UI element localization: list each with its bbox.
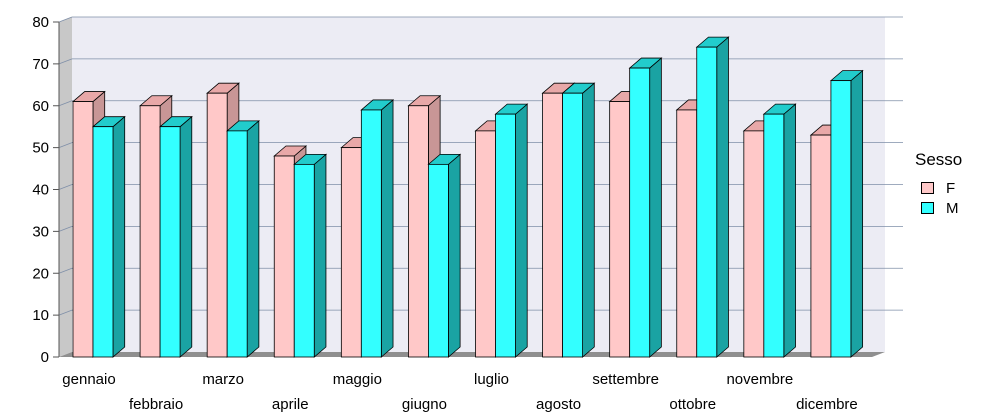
bar-m-marzo bbox=[226, 120, 260, 358]
legend-swatch-f bbox=[921, 182, 934, 194]
bar-m-febbraio bbox=[158, 115, 193, 358]
gridline-depth bbox=[58, 16, 73, 23]
gridline-depth bbox=[58, 100, 73, 107]
y-tick-label: 70 bbox=[32, 56, 49, 73]
y-tick-label: 20 bbox=[32, 265, 49, 282]
bar-front bbox=[676, 109, 698, 358]
bar-side bbox=[783, 103, 796, 358]
legend-item-f: F bbox=[915, 178, 985, 198]
y-tick-label: 40 bbox=[32, 182, 49, 199]
x-axis: gennaio febbraio marzo aprile maggio giugno lu… bbox=[62, 371, 857, 412]
legend-item-m: M bbox=[915, 198, 985, 218]
bar-front bbox=[428, 163, 449, 358]
bar-front bbox=[810, 134, 832, 358]
gridline-depth bbox=[58, 184, 73, 190]
bar-front bbox=[629, 67, 651, 358]
x-tick-label: ottobre bbox=[669, 396, 716, 412]
x-tick-label: luglio bbox=[474, 371, 509, 388]
x-tick-label: febbraio bbox=[129, 396, 183, 412]
bar-front bbox=[763, 113, 785, 358]
legend: Sesso F M bbox=[915, 150, 985, 218]
bar-m-giugno bbox=[427, 153, 462, 358]
legend-swatch-m bbox=[921, 202, 934, 214]
y-tick-label: 0 bbox=[41, 349, 49, 366]
x-tick-label: settembre bbox=[592, 371, 659, 388]
y-tick-label: 60 bbox=[32, 98, 49, 115]
bar-m-dicembre bbox=[829, 69, 864, 358]
bar-front bbox=[340, 147, 362, 358]
y-axis: 0 10 20 30 40 50 60 70 80 bbox=[32, 14, 60, 366]
gridline-depth bbox=[58, 58, 73, 65]
bar-front bbox=[743, 130, 765, 358]
bar-m-gennaio bbox=[91, 115, 126, 358]
bar-front bbox=[696, 46, 718, 358]
bar-front bbox=[609, 101, 631, 358]
legend-label-m: M bbox=[946, 199, 959, 217]
bar-front bbox=[360, 109, 382, 358]
x-tick-label: dicembre bbox=[796, 396, 858, 412]
y-tick-label: 30 bbox=[32, 223, 49, 240]
x-tick-label: maggio bbox=[333, 371, 382, 388]
bar-front bbox=[562, 92, 583, 358]
bar-side bbox=[179, 115, 193, 358]
bar-front bbox=[92, 126, 114, 358]
bar-side bbox=[380, 99, 394, 358]
bar-front bbox=[273, 155, 295, 358]
bar-front bbox=[139, 105, 161, 358]
bar-front bbox=[293, 163, 315, 358]
x-tick-label: gennaio bbox=[62, 371, 115, 388]
bar-front bbox=[159, 126, 181, 358]
bar-side bbox=[649, 57, 662, 358]
bar-side bbox=[112, 115, 126, 358]
bar-front bbox=[226, 130, 248, 358]
bar-front bbox=[72, 101, 94, 358]
x-tick-label: novembre bbox=[726, 371, 793, 388]
bar-m-luglio bbox=[494, 103, 529, 358]
gridline-depth bbox=[58, 267, 73, 274]
legend-label-f: F bbox=[946, 179, 956, 197]
bar-front bbox=[495, 113, 516, 358]
bar-side bbox=[246, 120, 260, 358]
bar-front bbox=[542, 92, 563, 358]
bar-m-novembre bbox=[762, 103, 797, 358]
bar-front bbox=[830, 80, 852, 358]
bar-side bbox=[716, 36, 729, 358]
bar-m-maggio bbox=[360, 99, 395, 358]
legend-title: Sesso bbox=[915, 150, 963, 169]
bar-side bbox=[582, 82, 595, 358]
gridline-depth bbox=[58, 226, 73, 232]
gridline-depth bbox=[58, 309, 73, 316]
x-tick-label: giugno bbox=[402, 396, 447, 412]
y-tick-label: 80 bbox=[32, 14, 49, 31]
gridline-depth bbox=[58, 142, 73, 148]
bar-m-aprile bbox=[293, 153, 328, 358]
bar-front bbox=[475, 130, 496, 358]
x-tick-label: marzo bbox=[202, 371, 244, 388]
bar-side bbox=[448, 153, 461, 358]
bars bbox=[71, 36, 864, 358]
y-tick-label: 50 bbox=[32, 140, 49, 157]
x-tick-label: aprile bbox=[272, 396, 309, 412]
bar-m-settembre bbox=[628, 57, 663, 358]
bar-side bbox=[313, 153, 327, 358]
bar-front bbox=[206, 92, 228, 358]
bar-side bbox=[850, 69, 864, 358]
bar-m-agosto bbox=[561, 82, 596, 358]
bar-front bbox=[408, 105, 429, 358]
bar-side bbox=[515, 103, 528, 358]
y-tick-label: 10 bbox=[32, 307, 49, 324]
bar-m-ottobre bbox=[695, 36, 730, 358]
x-tick-label: agosto bbox=[536, 396, 581, 412]
